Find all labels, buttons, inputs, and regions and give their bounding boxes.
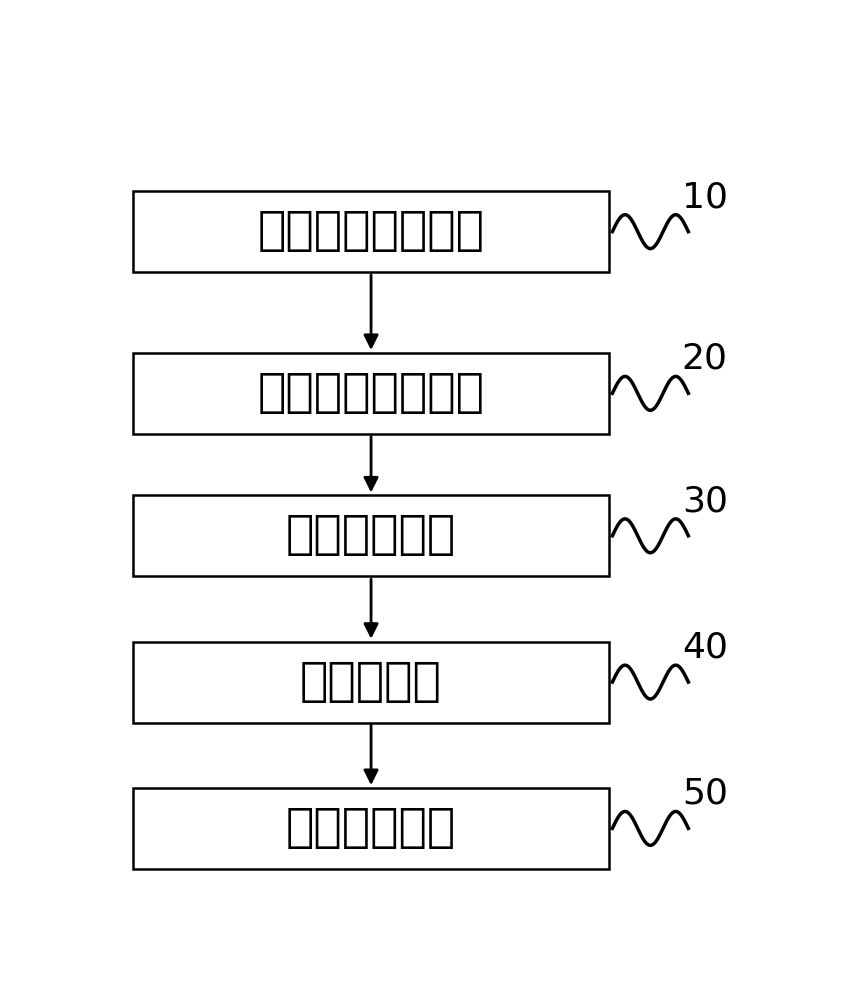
FancyBboxPatch shape	[133, 642, 608, 723]
Text: 10: 10	[681, 180, 727, 214]
FancyBboxPatch shape	[133, 353, 608, 434]
Text: 筛选子序列: 筛选子序列	[300, 660, 441, 705]
Text: 30: 30	[681, 484, 727, 518]
FancyBboxPatch shape	[133, 191, 608, 272]
Text: 20: 20	[681, 342, 727, 376]
FancyBboxPatch shape	[133, 788, 608, 869]
Text: 40: 40	[681, 630, 727, 664]
Text: 划分谐波责任: 划分谐波责任	[285, 806, 456, 851]
FancyBboxPatch shape	[133, 495, 608, 576]
Text: 采集谐波测试数据: 采集谐波测试数据	[257, 209, 484, 254]
Text: 50: 50	[681, 777, 727, 811]
Text: 设置基本匹配参数: 设置基本匹配参数	[257, 371, 484, 416]
Text: 计算欧氏距离: 计算欧氏距离	[285, 513, 456, 558]
